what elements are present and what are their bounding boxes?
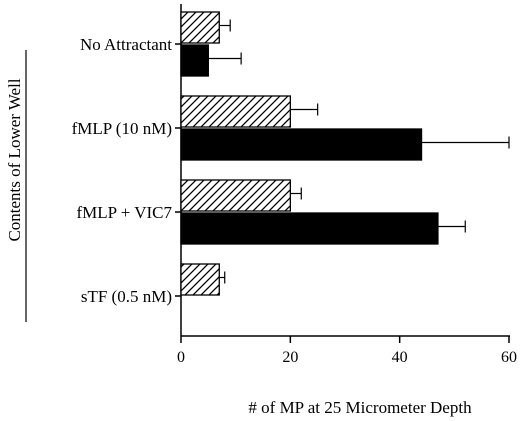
category-label: fMLP + VIC7 (76, 203, 172, 222)
solid-bar (180, 128, 423, 161)
category-label: sTF (0.5 nM) (81, 287, 172, 306)
category-label: fMLP (10 nM) (72, 119, 172, 138)
y-axis-title: Contents of Lower Well (5, 78, 24, 241)
category-label: No Attractant (80, 35, 172, 54)
plot-area: 0 20 40 60 No Attractant fMLP (10 nM) fMLP + V… (72, 11, 517, 366)
x-tick-label: 40 (392, 349, 408, 366)
x-tick-label: 20 (282, 349, 298, 366)
solid-bar (180, 44, 209, 77)
hatched-bar (180, 11, 220, 44)
hatched-bar (180, 263, 220, 296)
solid-bar (180, 212, 439, 245)
hatched-bar (180, 95, 291, 128)
hatched-bar (180, 179, 291, 212)
x-axis-title: # of MP at 25 Micrometer Depth (248, 398, 472, 417)
x-tick-label: 0 (177, 349, 185, 366)
x-tick-label: 60 (501, 349, 517, 366)
